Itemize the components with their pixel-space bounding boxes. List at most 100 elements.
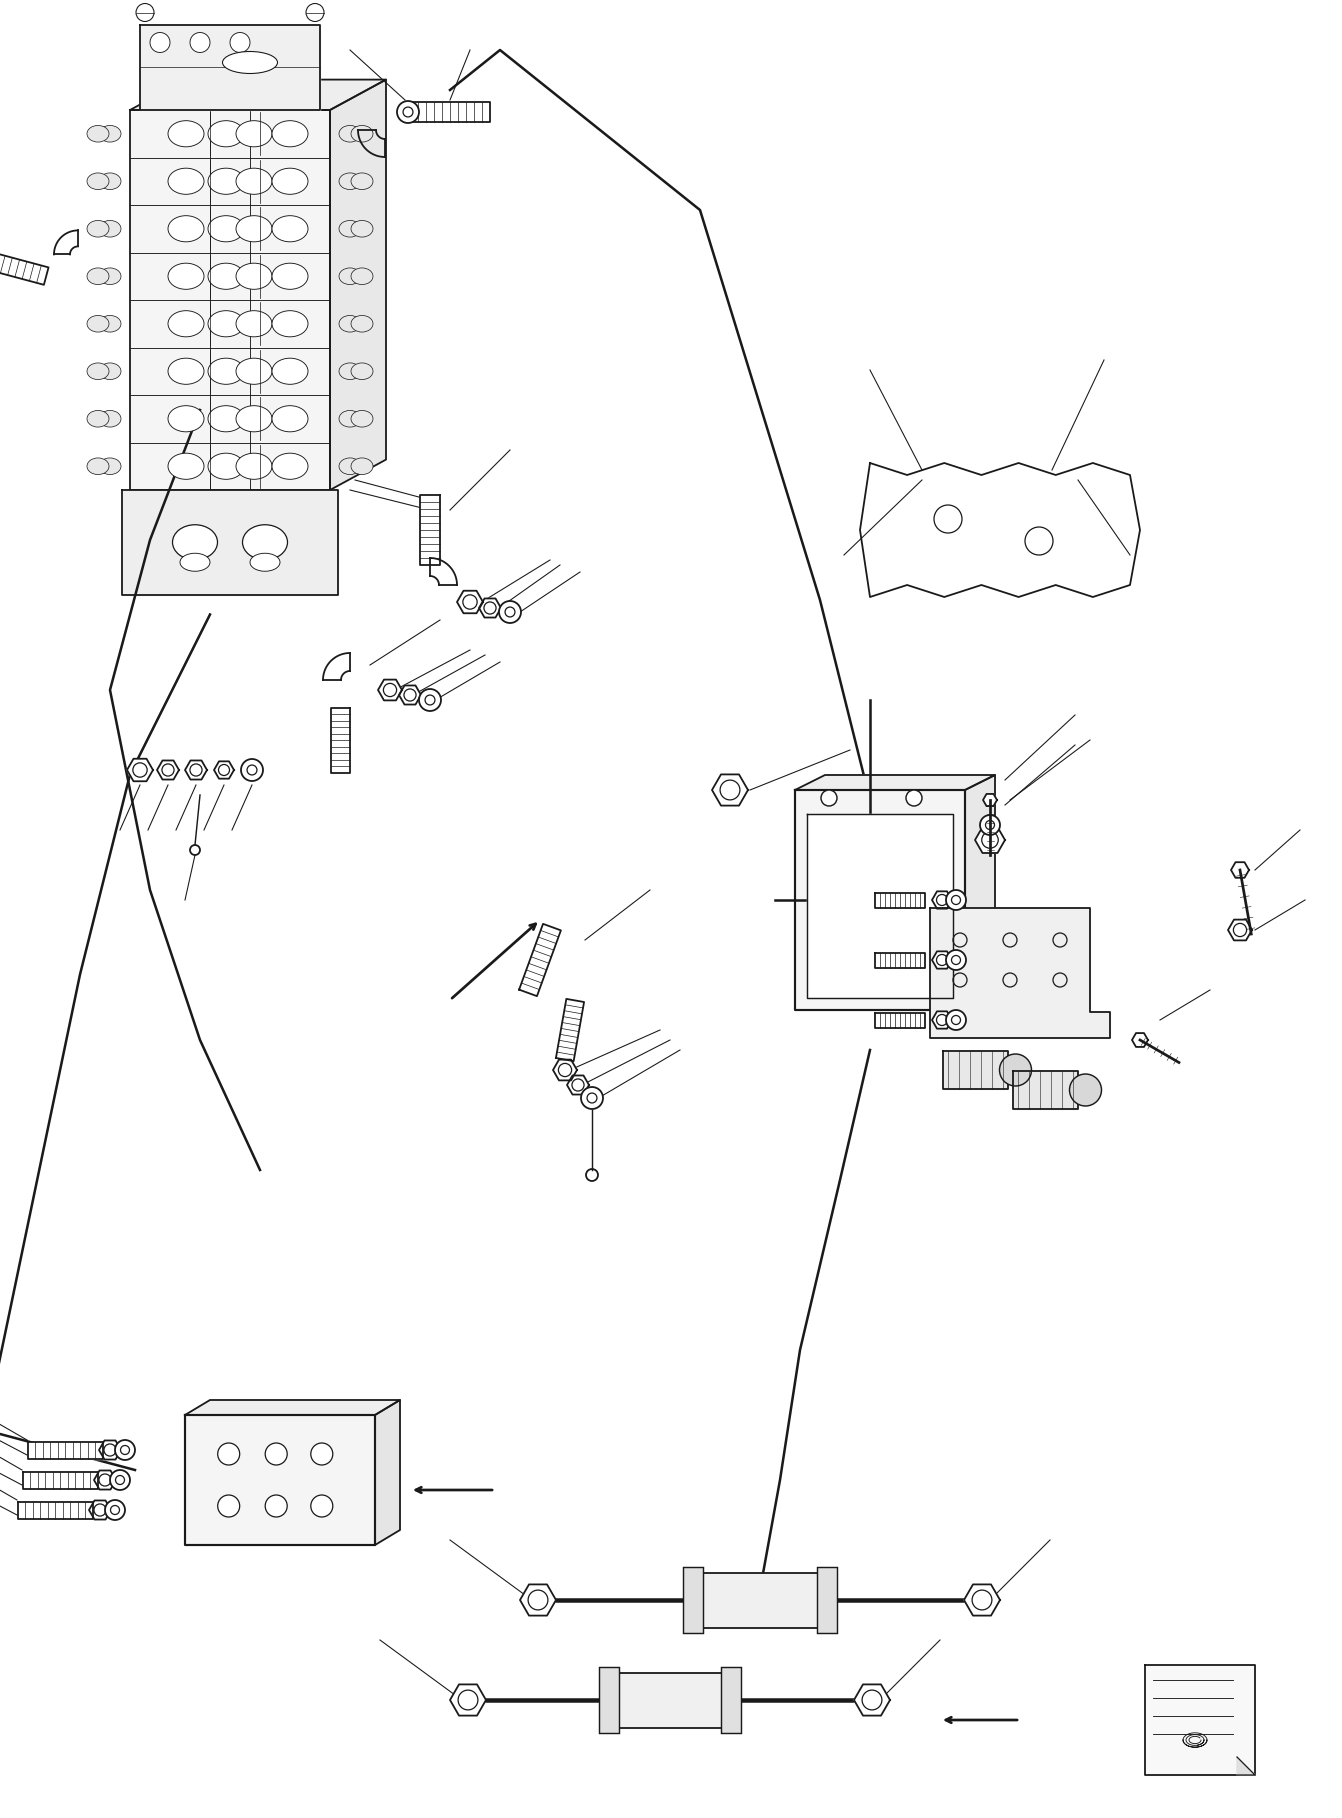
Ellipse shape bbox=[180, 553, 209, 571]
Circle shape bbox=[94, 1503, 106, 1516]
Circle shape bbox=[972, 1591, 992, 1611]
Circle shape bbox=[982, 833, 998, 849]
Polygon shape bbox=[556, 998, 584, 1062]
Polygon shape bbox=[930, 907, 1110, 1038]
Ellipse shape bbox=[208, 311, 244, 336]
Ellipse shape bbox=[99, 411, 121, 427]
Ellipse shape bbox=[168, 120, 204, 147]
Ellipse shape bbox=[340, 125, 361, 142]
Ellipse shape bbox=[223, 51, 278, 73]
Polygon shape bbox=[794, 774, 994, 791]
Polygon shape bbox=[17, 1502, 93, 1518]
Circle shape bbox=[103, 1443, 115, 1456]
Ellipse shape bbox=[87, 125, 109, 142]
Ellipse shape bbox=[340, 316, 361, 333]
Circle shape bbox=[937, 894, 947, 905]
Ellipse shape bbox=[208, 216, 244, 242]
Circle shape bbox=[529, 1591, 548, 1611]
Circle shape bbox=[1233, 924, 1247, 936]
Polygon shape bbox=[553, 1060, 577, 1080]
Polygon shape bbox=[122, 491, 338, 594]
Ellipse shape bbox=[272, 405, 309, 433]
Ellipse shape bbox=[168, 358, 204, 384]
Circle shape bbox=[136, 4, 154, 22]
Ellipse shape bbox=[272, 453, 309, 480]
Circle shape bbox=[458, 1691, 478, 1711]
Ellipse shape bbox=[243, 525, 287, 560]
Ellipse shape bbox=[87, 316, 109, 333]
Ellipse shape bbox=[250, 553, 280, 571]
Polygon shape bbox=[330, 707, 349, 773]
Polygon shape bbox=[27, 1442, 102, 1458]
Circle shape bbox=[946, 951, 966, 971]
Polygon shape bbox=[519, 1585, 556, 1616]
Ellipse shape bbox=[87, 220, 109, 236]
Circle shape bbox=[906, 791, 922, 805]
Circle shape bbox=[150, 33, 170, 53]
Ellipse shape bbox=[352, 267, 373, 285]
Ellipse shape bbox=[236, 453, 272, 480]
Polygon shape bbox=[1237, 1756, 1255, 1774]
Polygon shape bbox=[450, 1685, 486, 1716]
Ellipse shape bbox=[99, 220, 121, 236]
Ellipse shape bbox=[352, 411, 373, 427]
Circle shape bbox=[384, 684, 397, 696]
Circle shape bbox=[105, 1500, 125, 1520]
Polygon shape bbox=[420, 494, 440, 565]
Bar bbox=[599, 1667, 619, 1733]
Polygon shape bbox=[140, 24, 319, 111]
Ellipse shape bbox=[168, 405, 204, 433]
Polygon shape bbox=[1231, 862, 1249, 878]
Ellipse shape bbox=[352, 173, 373, 189]
Polygon shape bbox=[982, 794, 997, 805]
Circle shape bbox=[721, 780, 739, 800]
Ellipse shape bbox=[340, 364, 361, 380]
Ellipse shape bbox=[208, 120, 244, 147]
Polygon shape bbox=[330, 80, 386, 491]
Circle shape bbox=[217, 1443, 240, 1465]
Circle shape bbox=[110, 1471, 130, 1491]
Ellipse shape bbox=[352, 220, 373, 236]
Polygon shape bbox=[185, 1414, 374, 1545]
Polygon shape bbox=[519, 924, 561, 996]
Ellipse shape bbox=[236, 120, 272, 147]
Ellipse shape bbox=[168, 169, 204, 195]
Circle shape bbox=[99, 1474, 111, 1485]
Polygon shape bbox=[1228, 920, 1252, 940]
Polygon shape bbox=[130, 111, 330, 491]
Polygon shape bbox=[479, 598, 501, 618]
Circle shape bbox=[191, 764, 203, 776]
Circle shape bbox=[242, 758, 263, 782]
Polygon shape bbox=[127, 758, 153, 782]
Ellipse shape bbox=[168, 311, 204, 336]
Circle shape bbox=[217, 1494, 240, 1516]
Polygon shape bbox=[185, 1400, 400, 1414]
Circle shape bbox=[821, 791, 837, 805]
Polygon shape bbox=[89, 1500, 111, 1520]
Polygon shape bbox=[976, 827, 1005, 853]
Circle shape bbox=[1000, 1054, 1032, 1085]
Circle shape bbox=[572, 1078, 584, 1091]
Ellipse shape bbox=[340, 411, 361, 427]
Ellipse shape bbox=[236, 264, 272, 289]
Polygon shape bbox=[875, 1013, 925, 1027]
Ellipse shape bbox=[208, 358, 244, 384]
Ellipse shape bbox=[340, 267, 361, 285]
Ellipse shape bbox=[168, 216, 204, 242]
Polygon shape bbox=[807, 814, 953, 998]
Ellipse shape bbox=[272, 120, 309, 147]
Ellipse shape bbox=[99, 173, 121, 189]
Circle shape bbox=[266, 1494, 287, 1516]
Circle shape bbox=[484, 602, 497, 614]
Circle shape bbox=[1025, 527, 1053, 554]
Ellipse shape bbox=[236, 169, 272, 195]
Ellipse shape bbox=[87, 364, 109, 380]
Ellipse shape bbox=[168, 453, 204, 480]
Ellipse shape bbox=[236, 216, 272, 242]
Ellipse shape bbox=[340, 458, 361, 474]
Polygon shape bbox=[609, 1673, 731, 1727]
Ellipse shape bbox=[236, 311, 272, 336]
Ellipse shape bbox=[352, 316, 373, 333]
Polygon shape bbox=[964, 1585, 1000, 1616]
Ellipse shape bbox=[340, 173, 361, 189]
